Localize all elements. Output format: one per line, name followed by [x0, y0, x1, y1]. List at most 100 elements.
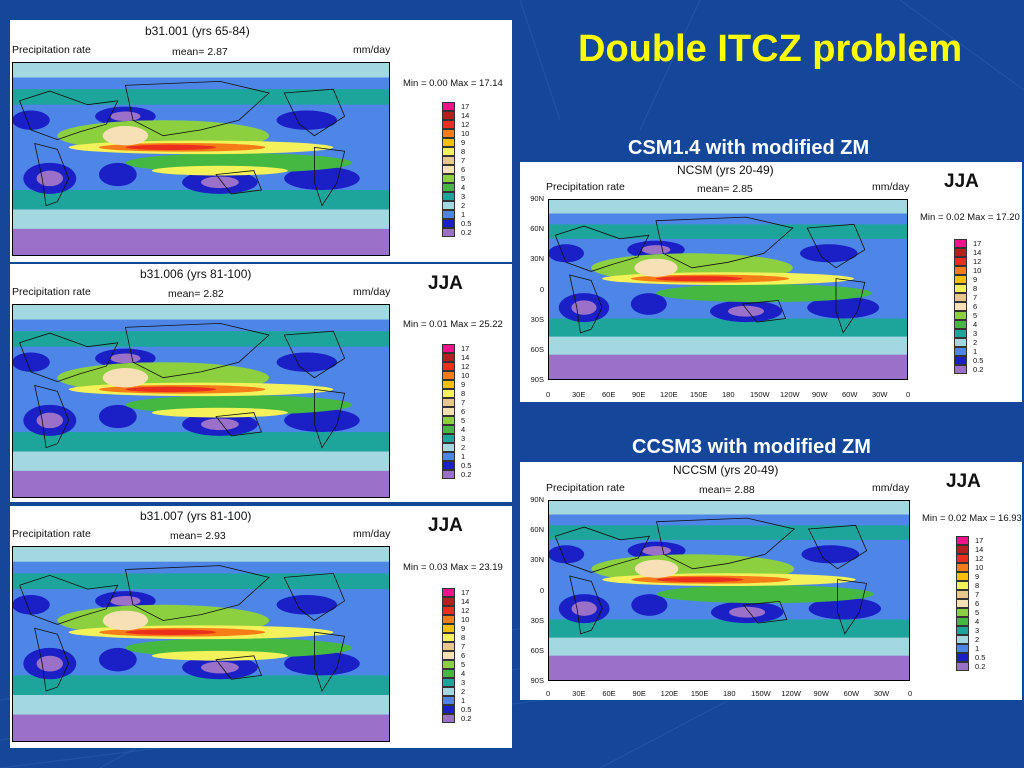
legend-level-label: 0.5	[975, 653, 986, 662]
legend-level-label: 17	[461, 344, 470, 353]
latitude-tick-label: 90S	[530, 676, 544, 685]
legend-swatch	[442, 407, 455, 416]
panel-title: NCSM (yrs 20-49)	[677, 163, 774, 177]
longitude-tick-label: 150E	[690, 390, 708, 399]
monsoon-region	[634, 559, 679, 578]
legend-level-label: 14	[973, 248, 982, 257]
dry-zone	[630, 293, 667, 315]
legend-level-label: 3	[461, 434, 466, 443]
legend-level-label: 5	[973, 311, 978, 320]
very-dry-zone	[110, 595, 141, 606]
min-max-readout: Min = 0.00 Max = 17.14	[403, 78, 503, 89]
very-dry-zone	[571, 300, 597, 315]
latitude-axis: 90N 60N 30N 0 30S 60S 90S	[520, 496, 548, 684]
units-label: mm/day	[872, 482, 910, 494]
dry-zone	[284, 651, 360, 676]
legend-level-label: 0.5	[973, 356, 984, 365]
longitude-tick-label: 180	[723, 689, 736, 698]
map-frame	[548, 500, 910, 681]
map-frame	[12, 62, 390, 256]
map-frame	[12, 304, 390, 498]
precip-map	[548, 500, 910, 681]
longitude-tick-label: 0	[546, 689, 551, 698]
longitude-tick-label: 90E	[632, 390, 646, 399]
global-mean: mean= 2.88	[699, 484, 755, 496]
storm-track-band	[548, 619, 910, 638]
longitude-tick-label: 60E	[602, 689, 616, 698]
season-label: JJA	[944, 171, 979, 192]
legend-swatch	[956, 608, 969, 617]
arctic-band	[12, 304, 390, 320]
legend-level-label: 7	[461, 398, 466, 407]
coastline	[34, 142, 70, 207]
monsoon-region	[102, 368, 149, 388]
very-dry-zone	[36, 170, 64, 187]
legend-level-label: 0.2	[973, 365, 984, 374]
legend-swatch	[442, 597, 455, 606]
legend-swatch	[954, 311, 967, 320]
heading-csm: CSM1.4 with modified ZM	[628, 137, 870, 159]
storm-track-band	[12, 432, 390, 452]
legend-level-label: 10	[461, 129, 470, 138]
map-frame	[548, 199, 908, 380]
legend-swatch	[956, 590, 969, 599]
color-legend: 17 14 12 10 9 8 7 6 5 4 3 2 1 0.5 0.2	[442, 588, 502, 733]
itcz-max	[656, 276, 743, 282]
panel-title: b31.007 (yrs 81-100)	[140, 509, 252, 523]
coastline	[655, 216, 794, 269]
field-label: Precipitation rate	[546, 482, 625, 494]
legend-level-label: 1	[461, 452, 466, 461]
latitude-tick-label: 30N	[530, 555, 544, 565]
monsoon-region	[102, 610, 149, 631]
itcz-max	[656, 577, 744, 583]
legend-swatch	[956, 581, 969, 590]
latitude-tick-label: 90S	[530, 375, 544, 384]
legend-swatch	[442, 228, 455, 237]
coastline	[215, 655, 263, 680]
precip-map	[548, 199, 908, 380]
legend-level-label: 2	[461, 443, 466, 452]
legend-swatch	[442, 380, 455, 389]
legend-level-label: 10	[461, 371, 470, 380]
legend-level-label: 10	[461, 615, 470, 624]
north-storm-band	[12, 331, 390, 347]
latitude-tick-label: 30S	[530, 314, 544, 324]
longitude-tick-label: 120W	[781, 689, 801, 698]
legend-level-label: 4	[973, 320, 978, 329]
panel-title: b31.006 (yrs 81-100)	[140, 267, 252, 281]
longitude-tick-label: 30W	[873, 689, 890, 698]
legend-level-label: 14	[975, 545, 984, 554]
dry-zone	[548, 244, 584, 263]
north-storm-band	[12, 89, 390, 105]
legend-swatch	[442, 651, 455, 660]
latitude-tick-label: 0	[539, 284, 544, 294]
antarctic-band	[12, 714, 390, 742]
legend-swatch	[442, 174, 455, 183]
wet-belt	[656, 585, 874, 604]
legend-swatch	[954, 239, 967, 248]
very-dry-zone	[728, 305, 764, 317]
longitude-tick-label: 180	[722, 390, 735, 399]
dry-zone	[276, 110, 338, 130]
legend-swatch	[954, 266, 967, 275]
legend-swatch	[954, 347, 967, 356]
very-dry-zone	[201, 661, 239, 674]
color-legend: 17 14 12 10 9 8 7 6 5 4 3 2 1 0.5 0.2	[954, 239, 1014, 384]
very-dry-zone	[642, 546, 672, 556]
legend-swatch	[442, 606, 455, 615]
legend-swatch	[442, 147, 455, 156]
coastline	[569, 575, 603, 635]
latitude-tick-label: 60S	[530, 344, 544, 354]
southern-ocean-band	[548, 637, 910, 656]
coastline	[34, 384, 70, 449]
legend-level-label: 10	[975, 563, 984, 572]
longitude-tick-label: 60W	[843, 689, 860, 698]
legend-swatch	[956, 545, 969, 554]
legend-swatch	[954, 257, 967, 266]
coastline	[807, 524, 868, 570]
legend-swatch	[442, 210, 455, 219]
legend-level-label: 5	[461, 174, 466, 183]
legend-level-label: 3	[461, 192, 466, 201]
dry-zone	[807, 296, 880, 319]
legend-level-label: 12	[973, 257, 982, 266]
